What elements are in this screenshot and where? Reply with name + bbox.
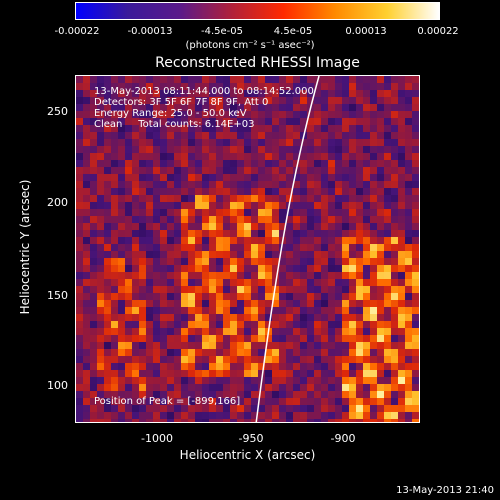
colorbar: [75, 2, 440, 20]
colorbar-tick: 0.00013: [345, 26, 387, 37]
colorbar-tick: -0.00022: [54, 26, 100, 37]
colorbar-tick: -0.00013: [127, 26, 173, 37]
x-tick-label: -950: [238, 432, 264, 445]
solar-limb-line: [255, 76, 320, 422]
y-tick-label: 250: [47, 105, 68, 118]
timestamp: 13-May-2013 21:40: [396, 485, 494, 496]
y-tick-label: 200: [47, 196, 68, 209]
annotation-peak: Position of Peak = [-899,166]: [94, 396, 241, 407]
colorbar-tick: 4.5e-05: [273, 26, 313, 37]
colorbar-units: (photons cm⁻² s⁻¹ asec⁻²): [185, 40, 315, 51]
plot-overlay: [255, 76, 320, 422]
rhessi-image-plot: 13-May-2013 08:11:44.000 to 08:14:52.000…: [75, 75, 420, 423]
annotation-energy: Energy Range: 25.0 - 50.0 keV: [94, 108, 247, 119]
annotation-detectors: Detectors: 3F 5F 6F 7F 8F 9F, Att 0: [94, 97, 269, 108]
y-tick-label: 150: [47, 289, 68, 302]
y-axis-label: Heliocentric Y (arcsec): [18, 179, 32, 315]
annotation-clean: Clean Total counts: 6.14E+03: [94, 119, 255, 130]
colorbar-tick: -4.5e-05: [201, 26, 243, 37]
annotation-time: 13-May-2013 08:11:44.000 to 08:14:52.000: [94, 86, 314, 97]
colorbar-tick: 0.00022: [417, 26, 459, 37]
image-title: Reconstructed RHESSI Image: [155, 55, 360, 71]
heatmap-canvas: [76, 76, 419, 422]
x-tick-label: -900: [330, 432, 356, 445]
x-tick-label: -1000: [141, 432, 173, 445]
y-tick-label: 100: [47, 379, 68, 392]
x-axis-label: Heliocentric X (arcsec): [179, 448, 316, 462]
